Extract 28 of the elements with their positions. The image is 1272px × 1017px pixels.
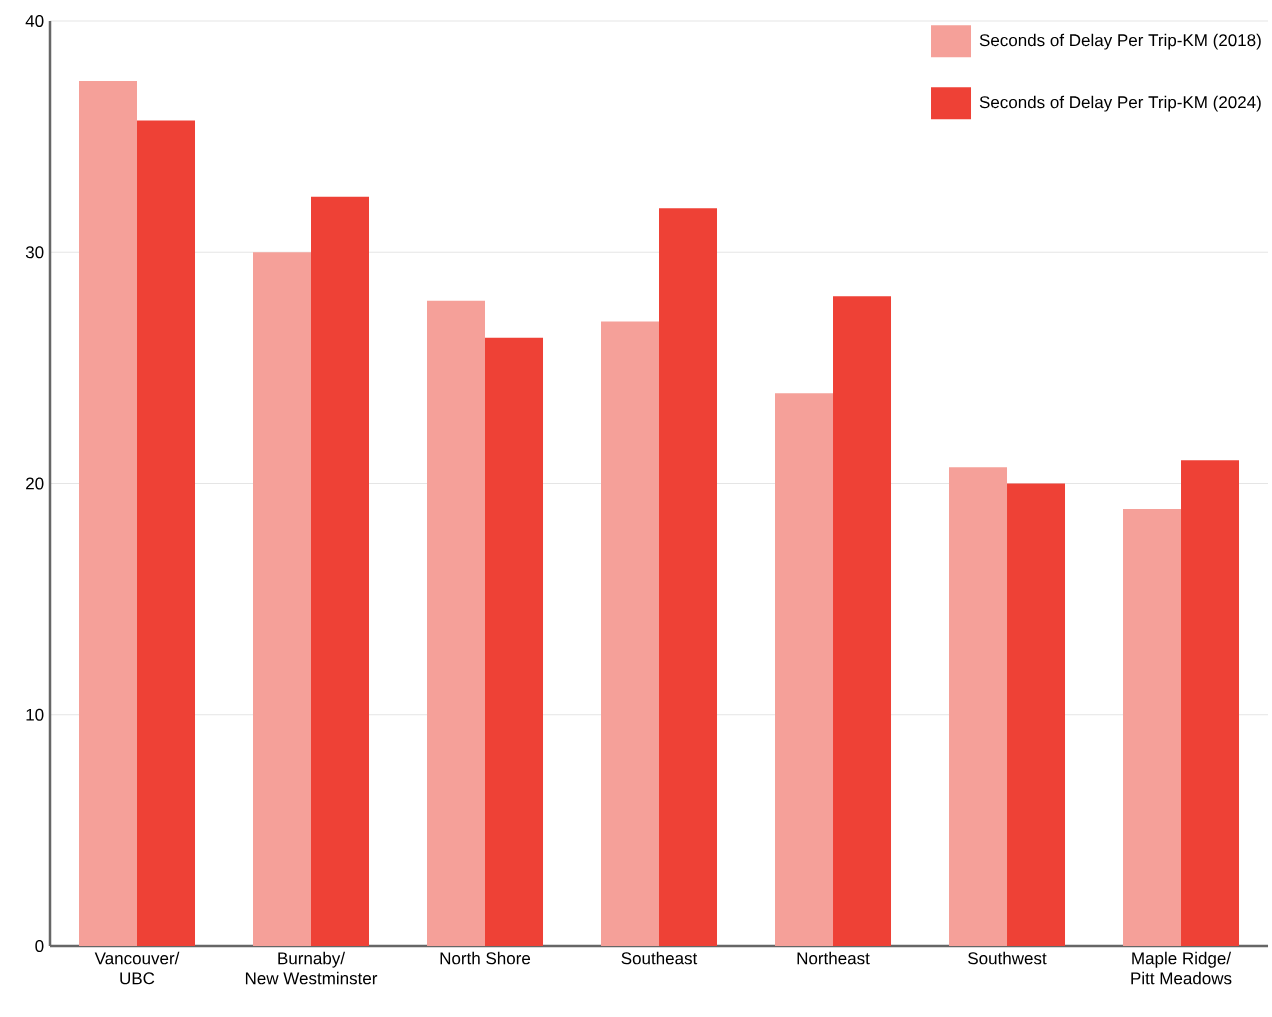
bar <box>775 393 834 946</box>
bar <box>253 252 311 946</box>
y-tick-label: 40 <box>25 14 44 28</box>
y-tick-label: 0 <box>35 939 44 953</box>
bar <box>485 337 544 946</box>
x-tick-label: Southwest <box>968 951 1047 965</box>
bar <box>659 208 718 946</box>
bar <box>427 300 485 946</box>
x-tick-label: Burnaby/ New Westminster <box>245 951 378 985</box>
bar <box>79 81 137 946</box>
x-tick-label: Northeast <box>797 951 870 965</box>
x-tick-label: Maple Ridge/ Pitt Meadows <box>1131 951 1232 985</box>
legend-label: Seconds of Delay Per Trip-KM (2018) <box>979 33 1261 50</box>
bar <box>601 321 660 946</box>
y-tick-label: 30 <box>25 246 44 259</box>
x-tick-label: Southeast <box>621 951 698 965</box>
x-tick-label: Vancouver/ UBC <box>94 951 180 985</box>
bar <box>1007 483 1066 946</box>
bar <box>137 120 195 946</box>
y-tick-label: 20 <box>26 477 44 490</box>
bar <box>949 467 1008 946</box>
bar <box>833 296 892 946</box>
bar <box>1123 508 1182 946</box>
legend-label: Seconds of Delay Per Trip-KM (2024) <box>979 95 1261 112</box>
x-tick-label: North Shore <box>440 951 531 965</box>
bar <box>1181 460 1240 946</box>
y-tick-label: 10 <box>26 708 44 721</box>
bar <box>311 196 369 946</box>
